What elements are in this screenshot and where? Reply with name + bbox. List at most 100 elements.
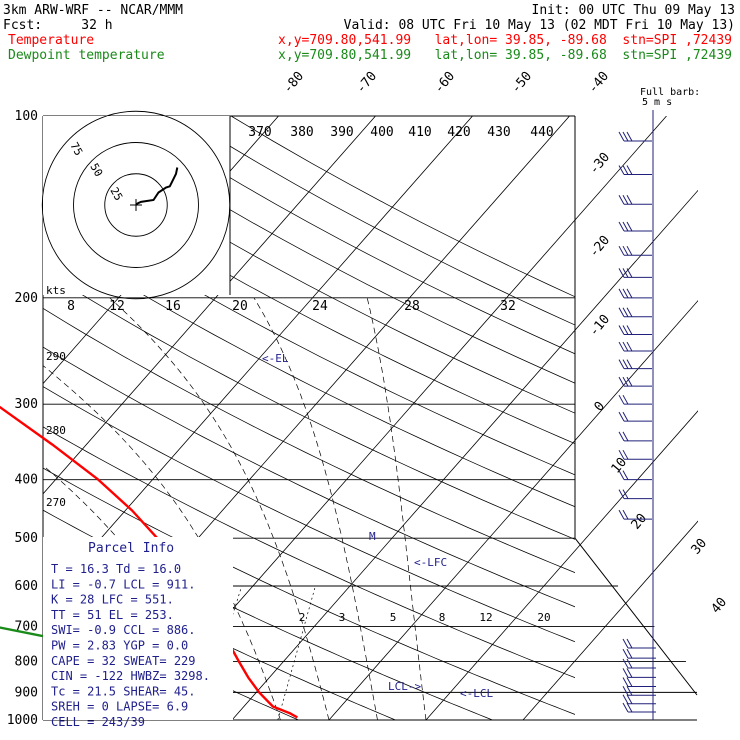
barb-flag: [622, 638, 629, 649]
wind-barb-upper: [618, 131, 652, 142]
barb-flag: [622, 221, 629, 232]
barb-flag: [618, 268, 625, 278]
barb-flag: [622, 325, 629, 335]
parcel-lcl-marker: <-LCL: [460, 687, 493, 700]
barb-flag: [618, 449, 625, 460]
mixing-ratio-label: 8: [439, 611, 446, 624]
theta-label: 380: [290, 125, 313, 140]
wind-barb-upper: [618, 268, 652, 278]
barb-flag: [626, 131, 633, 142]
hodograph-speed-label: 28: [404, 299, 420, 314]
wind-barb-upper: [618, 221, 652, 232]
hodograph-ring-label: 25: [107, 185, 125, 203]
barb-flag: [626, 245, 633, 256]
wind-barb-lower: [622, 668, 656, 678]
theta-label: 390: [330, 125, 353, 140]
barb-flag: [626, 658, 633, 669]
pressure-label: 800: [15, 654, 38, 669]
barb-flag: [618, 195, 625, 205]
barb-flag: [622, 411, 629, 422]
barb-flag: [622, 307, 629, 318]
barb-flag: [626, 677, 633, 687]
pressure-label: 100: [15, 109, 38, 124]
theta-label: 430: [487, 125, 510, 140]
barb-flag: [622, 431, 629, 442]
barb-flag: [618, 221, 625, 232]
isotherm-line: [522, 520, 698, 720]
barb-flag: [622, 677, 629, 687]
dry-adiabat: [43, 159, 575, 445]
dry-adiabat: [43, 270, 575, 540]
wind-barb-lower: [622, 658, 656, 669]
isotherm-label: 0: [592, 399, 609, 415]
barb-flag: [618, 245, 625, 256]
isotherm-label: 30: [689, 536, 711, 558]
dry-adiabat: [43, 232, 575, 508]
isotherm-label: -20: [587, 233, 614, 261]
forecast-hour: Fcst: 32 h: [3, 18, 113, 33]
wind-barb-upper: [618, 341, 652, 352]
wind-barb-upper: [618, 195, 652, 205]
barb-flag: [626, 668, 633, 678]
hodograph-speed-label: 12: [109, 299, 125, 314]
parcel-info-row: SWI= -0.9 CCL = 886.: [51, 623, 196, 637]
pressure-label: 300: [15, 397, 38, 412]
hodograph-speed-label: 16: [165, 299, 181, 314]
isotherm-line: [43, 116, 473, 605]
pressure-label: 1000: [7, 713, 38, 728]
el-marker: <-EL: [262, 352, 289, 365]
barb-flag: [618, 411, 625, 422]
wind-barb-upper: [618, 245, 652, 256]
barb-flag: [618, 131, 625, 142]
hodograph-ring-label: 50: [87, 161, 105, 179]
isotherm-label: -10: [587, 312, 614, 340]
hodograph-ring: [73, 142, 199, 268]
hodograph-axis-label: kts: [46, 284, 66, 297]
env-lcl-marker: LCL->: [388, 680, 421, 693]
barb-flag: [622, 245, 629, 256]
pressure-label: 400: [15, 473, 38, 488]
parcel-info-panel: Parcel Info T = 16.3 Td = 16.0LI = -0.7 …: [43, 537, 233, 729]
isotherm-label: 40: [709, 595, 731, 617]
parcel-info-rows: T = 16.3 Td = 16.0LI = -0.7 LCL = 911. K …: [51, 562, 210, 729]
wind-barb-upper: [618, 431, 652, 442]
parcel-info-row: PW = 2.83 YGP = 0.0: [51, 639, 188, 653]
barb-legend-line2: 5 m s: [642, 97, 672, 108]
pressure-label: 600: [15, 579, 38, 594]
barb-flag: [618, 394, 625, 405]
wind-barb-lower: [622, 702, 656, 713]
isotherm-label: -70: [354, 69, 381, 97]
wind-barb-upper: [618, 288, 652, 299]
barb-flag: [622, 165, 629, 175]
theta-label: 440: [530, 125, 553, 140]
barb-flag: [622, 131, 629, 142]
m-marker: M: [369, 530, 376, 543]
pressure-label: 200: [15, 291, 38, 306]
barb-flag: [622, 470, 629, 480]
barb-flag: [618, 307, 625, 318]
mixing-ratio-label: 2: [299, 611, 306, 624]
pressure-label: 500: [15, 531, 38, 546]
isotherm-line: [328, 300, 698, 720]
barb-flag: [626, 694, 633, 705]
wind-barb-lower: [622, 638, 656, 649]
barb-flag: [618, 470, 625, 480]
hodograph-speed-label: 32: [500, 299, 516, 314]
isotherm-label: -60: [432, 69, 459, 97]
dry-adiabat: [43, 124, 575, 414]
barb-flag: [626, 702, 633, 713]
barb-flag: [622, 694, 629, 705]
barb-flag: [618, 325, 625, 335]
wind-barb-upper: [618, 470, 652, 481]
parcel-info-row: CELL = 243/39: [51, 715, 145, 729]
barb-flag: [626, 325, 633, 335]
hodograph-trace: [135, 167, 179, 206]
wind-barb-upper: [618, 376, 652, 387]
parcel-info-row: SREH = 0 LAPSE= 6.9: [51, 700, 188, 714]
theta-left-label: 290: [46, 350, 66, 363]
legend-dewpoint: Dewpoint temperature: [8, 48, 165, 63]
pressure-label: 900: [15, 685, 38, 700]
theta-label: 410: [408, 125, 431, 140]
dry-adiabat: [43, 307, 575, 574]
